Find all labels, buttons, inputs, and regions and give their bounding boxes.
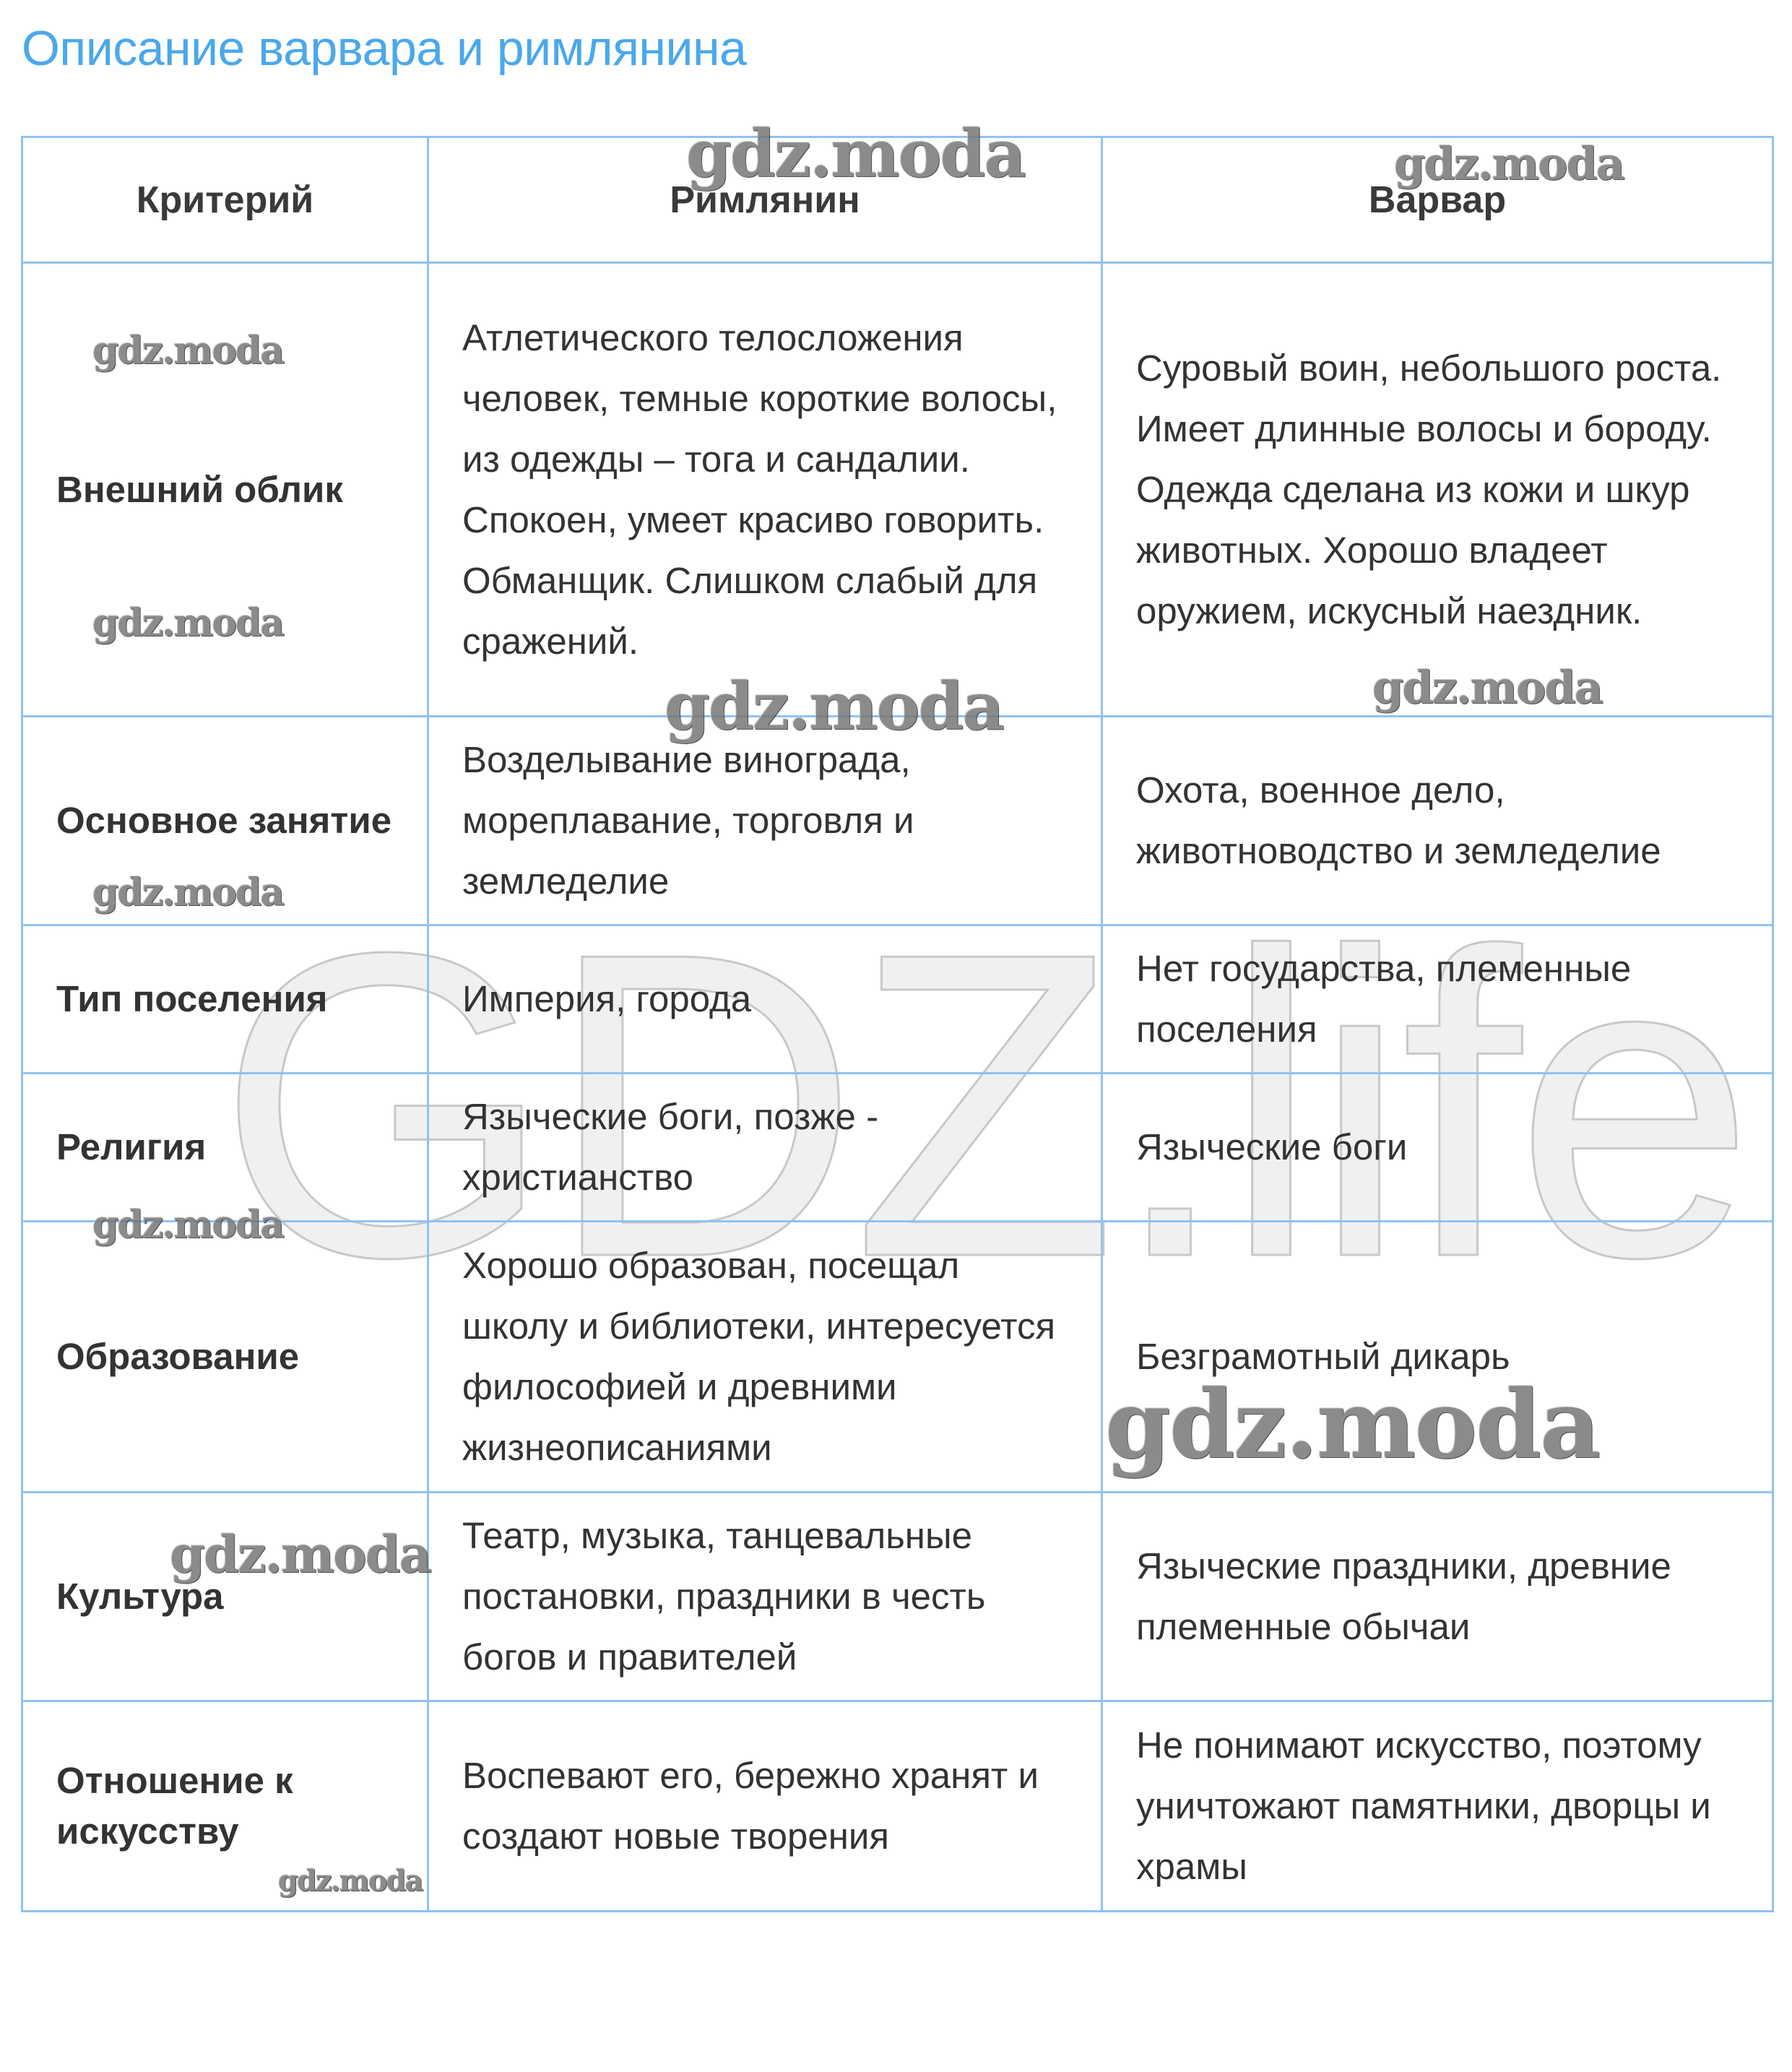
header-barbarian: Варвар — [1101, 136, 1774, 264]
table-row: Отношение к искусству Воспевают его, бер… — [21, 1700, 1774, 1912]
comparison-table: Критерий Римлянин Варвар Внешний облик А… — [21, 136, 1774, 1912]
roman-cell: Возделывание винограда, мореплавание, то… — [427, 715, 1103, 926]
table-row: Тип поселения Империя, города Нет госуда… — [21, 924, 1774, 1074]
table-row: Религия Языческие боги, позже - христиан… — [21, 1072, 1774, 1222]
roman-cell: Воспевают его, бережно хранят и создают … — [427, 1700, 1103, 1912]
table-header-row: Критерий Римлянин Варвар — [21, 136, 1774, 264]
barbarian-cell: Суровый воин, небольшого роста. Имеет дл… — [1101, 262, 1774, 717]
roman-cell: Атлетического телосложения человек, темн… — [427, 262, 1103, 717]
criterion-cell: Внешний облик — [21, 262, 429, 717]
roman-cell: Империя, города — [427, 924, 1103, 1074]
criterion-cell: Тип поселения — [21, 924, 429, 1074]
table-row: Внешний облик Атлетического телосложения… — [21, 262, 1774, 717]
criterion-cell: Культура — [21, 1491, 429, 1702]
barbarian-cell: Языческие боги — [1101, 1072, 1774, 1222]
criterion-cell: Отношение к искусству — [21, 1700, 429, 1912]
roman-cell: Языческие боги, позже - христианство — [427, 1072, 1103, 1222]
criterion-cell: Религия — [21, 1072, 429, 1222]
barbarian-cell: Не понимают искусство, поэтому уничтожаю… — [1101, 1700, 1774, 1912]
barbarian-cell: Охота, военное дело, животноводство и зе… — [1101, 715, 1774, 926]
table-row: Культура Театр, музыка, танцевальные пос… — [21, 1491, 1774, 1702]
barbarian-cell: Безграмотный дикарь — [1101, 1220, 1774, 1493]
header-roman: Римлянин — [427, 136, 1103, 264]
barbarian-cell: Нет государства, племенные поселения — [1101, 924, 1774, 1074]
header-criterion: Критерий — [21, 136, 429, 264]
roman-cell: Хорошо образован, посещал школу и библио… — [427, 1220, 1103, 1493]
table-row: Основное занятие Возделывание винограда,… — [21, 715, 1774, 926]
criterion-cell: Образование — [21, 1220, 429, 1493]
page-title: Описание варвара и римлянина — [22, 21, 747, 76]
roman-cell: Театр, музыка, танцевальные постановки, … — [427, 1491, 1103, 1702]
table-row: Образование Хорошо образован, посещал шк… — [21, 1220, 1774, 1493]
criterion-cell: Основное занятие — [21, 715, 429, 926]
barbarian-cell: Языческие праздники, древние племенные о… — [1101, 1491, 1774, 1702]
